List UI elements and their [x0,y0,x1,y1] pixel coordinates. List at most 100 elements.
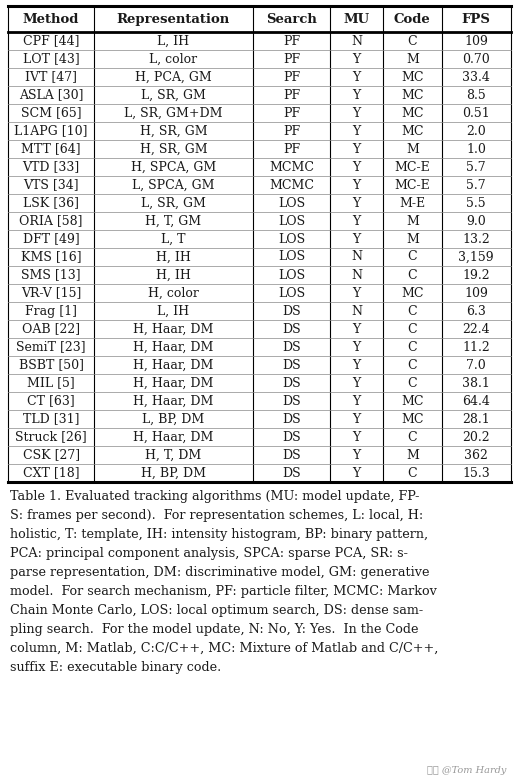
Text: MIL [5]: MIL [5] [27,376,75,390]
Text: Y: Y [352,287,361,299]
Text: MC: MC [401,287,424,299]
Text: 5.7: 5.7 [467,160,486,174]
Text: MC: MC [401,89,424,101]
Text: Y: Y [352,107,361,119]
Text: FPS: FPS [462,12,490,26]
Text: CSK [27]: CSK [27] [22,449,79,461]
Text: MCMC: MCMC [269,178,314,192]
Text: LSK [36]: LSK [36] [23,196,79,210]
Text: column, M: Matlab, C:C/C++, MC: Mixture of Matlab and C/C++,: column, M: Matlab, C:C/C++, MC: Mixture … [10,642,439,655]
Text: PF: PF [283,52,300,65]
Text: H, Haar, DM: H, Haar, DM [133,323,213,336]
Text: L, SPCA, GM: L, SPCA, GM [132,178,214,192]
Text: MC: MC [401,107,424,119]
Text: Y: Y [352,323,361,336]
Text: LOS: LOS [278,196,305,210]
Text: PF: PF [283,89,300,101]
Text: IVT [47]: IVT [47] [25,71,77,83]
Text: Y: Y [352,340,361,354]
Text: Y: Y [352,71,361,83]
Text: M: M [406,449,419,461]
Text: 知乎 @Tom Hardy: 知乎 @Tom Hardy [427,766,506,775]
Text: H, T, GM: H, T, GM [145,214,201,227]
Text: OAB [22]: OAB [22] [22,323,80,336]
Text: H, T, DM: H, T, DM [145,449,201,461]
Text: Frag [1]: Frag [1] [25,305,77,318]
Text: MC: MC [401,413,424,425]
Text: BSBT [50]: BSBT [50] [19,358,84,372]
Text: parse representation, DM: discriminative model, GM: generative: parse representation, DM: discriminative… [10,566,430,579]
Text: 0.70: 0.70 [462,52,490,65]
Text: 2.0: 2.0 [467,125,486,138]
Text: LOS: LOS [278,232,305,245]
Text: Y: Y [352,89,361,101]
Text: DS: DS [282,305,301,318]
Text: N: N [351,305,362,318]
Text: C: C [407,34,417,48]
Text: LOS: LOS [278,287,305,299]
Text: C: C [407,323,417,336]
Text: H, Haar, DM: H, Haar, DM [133,358,213,372]
Text: M: M [406,143,419,156]
Text: 38.1: 38.1 [462,376,490,390]
Text: DFT [49]: DFT [49] [23,232,79,245]
Text: 0.51: 0.51 [462,107,490,119]
Text: S: frames per second).  For representation schemes, L: local, H:: S: frames per second). For representatio… [10,509,424,522]
Text: M: M [406,214,419,227]
Text: Y: Y [352,449,361,461]
Text: Y: Y [352,160,361,174]
Text: KMS [16]: KMS [16] [21,251,81,263]
Text: SMS [13]: SMS [13] [21,269,81,281]
Text: suffix E: executable binary code.: suffix E: executable binary code. [10,661,221,674]
Text: M-E: M-E [399,196,426,210]
Text: Y: Y [352,52,361,65]
Text: H, SR, GM: H, SR, GM [140,143,207,156]
Text: LOS: LOS [278,269,305,281]
Text: L, IH: L, IH [157,305,189,318]
Text: 5.7: 5.7 [467,178,486,192]
Text: Search: Search [266,12,317,26]
Text: MC: MC [401,125,424,138]
Text: C: C [407,269,417,281]
Text: N: N [351,34,362,48]
Text: CPF [44]: CPF [44] [23,34,79,48]
Text: L, T: L, T [161,232,186,245]
Text: SemiT [23]: SemiT [23] [16,340,86,354]
Text: DS: DS [282,467,301,480]
Text: Y: Y [352,431,361,443]
Text: Representation: Representation [117,12,230,26]
Text: PF: PF [283,143,300,156]
Text: N: N [351,251,362,263]
Text: Y: Y [352,413,361,425]
Text: 13.2: 13.2 [462,232,490,245]
Text: Y: Y [352,125,361,138]
Text: model.  For search mechanism, PF: particle filter, MCMC: Markov: model. For search mechanism, PF: particl… [10,585,437,598]
Text: 1.0: 1.0 [467,143,486,156]
Text: N: N [351,269,362,281]
Text: VR-V [15]: VR-V [15] [21,287,81,299]
Text: H, color: H, color [148,287,199,299]
Text: SCM [65]: SCM [65] [21,107,81,119]
Text: Y: Y [352,358,361,372]
Text: 19.2: 19.2 [462,269,490,281]
Text: 33.4: 33.4 [462,71,490,83]
Text: 20.2: 20.2 [462,431,490,443]
Text: H, BP, DM: H, BP, DM [141,467,206,480]
Text: H, IH: H, IH [156,251,191,263]
Text: PF: PF [283,125,300,138]
Text: DS: DS [282,413,301,425]
Text: M: M [406,232,419,245]
Text: 22.4: 22.4 [462,323,490,336]
Text: H, SPCA, GM: H, SPCA, GM [131,160,216,174]
Text: 6.3: 6.3 [467,305,486,318]
Text: 64.4: 64.4 [462,394,490,407]
Text: Chain Monte Carlo, LOS: local optimum search, DS: dense sam-: Chain Monte Carlo, LOS: local optimum se… [10,604,423,617]
Text: DS: DS [282,376,301,390]
Text: LOS: LOS [278,214,305,227]
Text: Y: Y [352,196,361,210]
Text: 8.5: 8.5 [467,89,486,101]
Text: Struck [26]: Struck [26] [15,431,87,443]
Text: L, SR, GM+DM: L, SR, GM+DM [124,107,223,119]
Text: pling search.  For the model update, N: No, Y: Yes.  In the Code: pling search. For the model update, N: N… [10,623,418,636]
Text: ASLA [30]: ASLA [30] [19,89,84,101]
